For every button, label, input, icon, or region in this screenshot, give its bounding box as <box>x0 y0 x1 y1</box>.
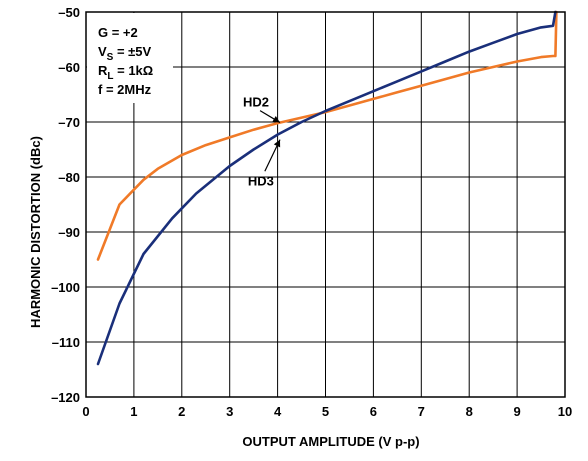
annotation-hd3: HD3 <box>248 173 274 188</box>
x-tick-label: 8 <box>466 404 473 419</box>
series-line-hd3 <box>96 10 557 366</box>
x-tick-label: 5 <box>322 404 329 419</box>
y-tick-label: –90 <box>58 225 80 240</box>
data-series <box>96 10 558 366</box>
y-tick-label: –70 <box>58 115 80 130</box>
load-value: = 1kΩ <box>114 63 154 78</box>
plot-frame <box>85 11 566 398</box>
x-tick-label: 0 <box>82 404 89 419</box>
load-subscript: L <box>107 71 113 82</box>
y-axis-label: HARMONIC DISTORTION (dBc) <box>28 136 43 328</box>
x-tick-label: 2 <box>178 404 185 419</box>
supply-label: VS = ±5V <box>98 44 152 63</box>
load-label: RL = 1kΩ <box>98 63 153 82</box>
frequency-label: f = 2MHz <box>98 82 152 97</box>
x-tick-label: 3 <box>226 404 233 419</box>
x-tick-label: 6 <box>370 404 377 419</box>
load-prefix: R <box>98 63 108 78</box>
supply-prefix: V <box>98 44 107 59</box>
y-tick-label: –60 <box>58 60 80 75</box>
x-axis-label: OUTPUT AMPLITUDE (V p-p) <box>242 434 419 449</box>
supply-value: = ±5V <box>113 44 151 59</box>
x-tick-label: 7 <box>418 404 425 419</box>
annotation-hd2: HD2 <box>243 95 269 110</box>
tick-labels: 0 1 2 3 4 5 6 7 8 9 10 –50 –60 –70 –80 –90 –100 –110 –120 <box>51 5 572 419</box>
y-tick-label: –120 <box>51 390 80 405</box>
series-annotations: HD2 HD3 <box>243 95 281 188</box>
y-tick-label: –50 <box>58 5 80 20</box>
arrow-head-icon <box>272 115 280 123</box>
x-tick-label: 9 <box>513 404 520 419</box>
grid-lines <box>86 12 565 397</box>
supply-subscript: S <box>107 52 114 63</box>
x-tick-label: 10 <box>558 404 572 419</box>
gain-label: G = +2 <box>98 25 138 40</box>
y-tick-label: –110 <box>52 335 80 350</box>
arrow-head-icon <box>273 139 281 148</box>
conditions-box <box>87 13 173 103</box>
y-tick-label: –80 <box>58 170 80 185</box>
y-tick-label: –100 <box>51 280 80 295</box>
x-tick-label: 4 <box>274 404 282 419</box>
x-tick-label: 1 <box>130 404 137 419</box>
series-line-hd2 <box>96 10 558 261</box>
